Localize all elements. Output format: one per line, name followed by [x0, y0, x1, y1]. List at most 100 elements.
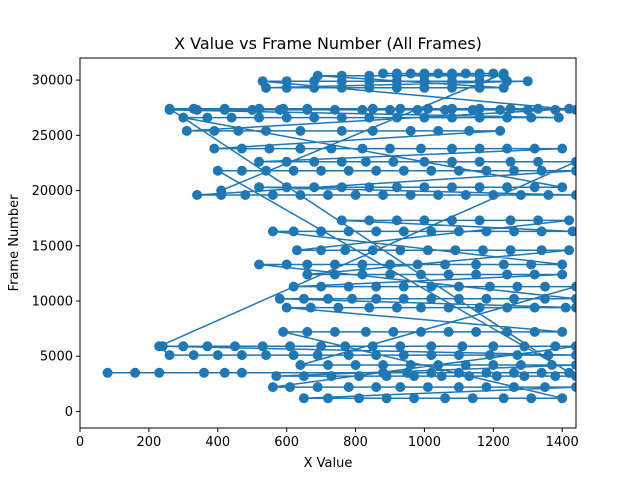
- data-point: [474, 302, 485, 313]
- data-point: [209, 125, 220, 136]
- data-point: [447, 215, 457, 226]
- data-point: [323, 393, 333, 404]
- data-point: [274, 104, 285, 115]
- data-point: [526, 259, 537, 270]
- data-point: [481, 382, 492, 393]
- data-point: [371, 226, 382, 237]
- data-point: [491, 371, 502, 382]
- data-point: [557, 393, 568, 404]
- data-point: [340, 341, 351, 352]
- data-point: [447, 112, 457, 123]
- data-point: [533, 103, 544, 114]
- data-point: [192, 190, 203, 200]
- data-point: [212, 165, 223, 176]
- data-point: [371, 350, 382, 361]
- data-point: [178, 341, 189, 352]
- data-point: [433, 360, 444, 370]
- data-point: [316, 341, 327, 352]
- data-point: [329, 326, 340, 337]
- data-point: [199, 367, 209, 378]
- data-point: [385, 259, 395, 270]
- data-point: [512, 350, 523, 361]
- data-point: [474, 68, 485, 79]
- data-point: [323, 190, 333, 200]
- data-point: [316, 281, 327, 292]
- data-point: [529, 182, 540, 193]
- data-point: [436, 371, 447, 382]
- data-point: [267, 382, 278, 393]
- data-point: [236, 143, 247, 154]
- data-point: [464, 125, 475, 136]
- y-axis: 0 5000 10000 15000 20000 25000 30000: [32, 74, 80, 420]
- data-point: [285, 382, 296, 393]
- data-point: [336, 112, 347, 123]
- data-point: [395, 382, 406, 393]
- data-point: [405, 125, 416, 136]
- data-point: [254, 259, 265, 270]
- data-point: [505, 245, 516, 256]
- data-point: [288, 281, 299, 292]
- data-point: [471, 326, 482, 337]
- y-tick-label: 5000: [40, 350, 73, 365]
- data-point: [416, 326, 426, 337]
- data-point: [391, 182, 402, 193]
- data-point: [440, 104, 451, 115]
- data-point: [343, 165, 354, 176]
- x-tick-label: 1200: [477, 435, 510, 450]
- data-point: [364, 215, 375, 226]
- data-point: [405, 190, 416, 200]
- data-point: [488, 360, 499, 370]
- data-point: [367, 245, 378, 256]
- x-tick-label: 600: [274, 435, 299, 450]
- x-tick-label: 200: [136, 435, 161, 450]
- data-point: [364, 70, 375, 81]
- data-point: [571, 360, 576, 370]
- data-point: [453, 350, 464, 361]
- data-point: [212, 350, 223, 361]
- data-point: [405, 68, 416, 79]
- data-point: [312, 70, 323, 81]
- data-point: [522, 104, 533, 115]
- data-point: [298, 371, 309, 382]
- data-point: [154, 367, 165, 378]
- data-point: [571, 190, 576, 200]
- data-point: [433, 68, 444, 79]
- data-point: [440, 393, 451, 404]
- data-point: [419, 68, 430, 79]
- data-point: [571, 104, 576, 115]
- data-point: [385, 104, 395, 115]
- data-point: [350, 190, 361, 200]
- data-point: [564, 245, 575, 256]
- data-point: [360, 156, 371, 167]
- x-tick-label: 400: [205, 435, 230, 450]
- data-point: [426, 341, 437, 352]
- data-point: [416, 269, 426, 280]
- data-point: [329, 269, 340, 280]
- data-point: [288, 350, 299, 361]
- data-point: [254, 182, 265, 193]
- data-point: [364, 182, 375, 193]
- data-point: [343, 281, 354, 292]
- data-point: [481, 367, 492, 378]
- data-point: [571, 382, 576, 393]
- data-point: [433, 125, 444, 136]
- data-point: [329, 104, 340, 115]
- data-point: [422, 382, 433, 393]
- data-point: [405, 360, 416, 370]
- data-point: [157, 341, 168, 352]
- y-tick-label: 30000: [32, 74, 73, 89]
- data-point: [240, 190, 251, 200]
- data-point: [540, 281, 550, 292]
- data-point: [391, 302, 402, 313]
- data-point: [515, 190, 526, 200]
- data-point: [285, 341, 296, 352]
- data-point: [188, 350, 199, 361]
- data-point: [443, 302, 454, 313]
- data-point: [281, 156, 292, 167]
- data-point: [378, 190, 389, 200]
- data-point: [412, 259, 423, 270]
- data-point: [488, 190, 499, 200]
- data-point: [498, 393, 509, 404]
- data-point: [371, 165, 382, 176]
- data-point: [295, 190, 306, 200]
